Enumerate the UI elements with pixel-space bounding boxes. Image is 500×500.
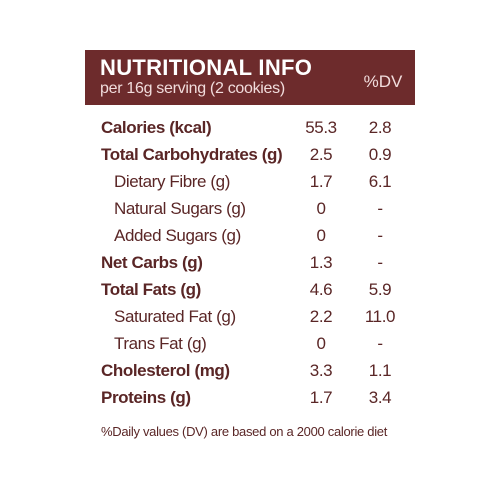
table-row: Proteins (g) 1.7 3.4 [0,384,500,411]
daily-value: 0.9 [368,145,392,164]
table-row: Total Fats (g) 4.6 5.9 [0,276,500,303]
table-row: Cholesterol (mg) 3.3 1.1 [0,357,500,384]
amount: 1.3 [309,253,333,272]
table-row: Saturated Fat (g) 2.2 11.0 [0,303,500,330]
amount: 1.7 [309,388,333,407]
title: NUTRITIONAL INFO [100,55,313,80]
nutrient-label: Dietary Fibre (g) [114,172,231,191]
daily-value: - [377,226,383,245]
subtitle: per 16g serving (2 cookies) [100,80,285,97]
nutrient-label: Total Carbohydrates (g) [101,145,283,164]
amount: 2.5 [309,145,333,164]
amount: 4.6 [309,280,333,299]
daily-value: 1.1 [368,361,392,380]
table-row: Calories (kcal) 55.3 2.8 [0,114,500,141]
table-row: Net Carbs (g) 1.3 - [0,249,500,276]
table-row: Trans Fat (g) 0 - [0,330,500,357]
nutrient-label: Total Fats (g) [101,280,201,299]
daily-value: - [377,199,383,218]
footnote: %Daily values (DV) are based on a 2000 c… [101,424,388,439]
amount: 3.3 [309,361,333,380]
nutrient-label: Net Carbs (g) [101,253,203,272]
amount: 0 [316,199,326,218]
nutrient-label: Cholesterol (mg) [101,361,230,380]
daily-value: 3.4 [368,388,392,407]
daily-value: 11.0 [364,307,396,326]
nutrient-label: Natural Sugars (g) [114,199,246,218]
amount: 1.7 [309,172,333,191]
daily-value: 6.1 [368,172,392,191]
table-row: Natural Sugars (g) 0 - [0,195,500,222]
daily-value: - [377,334,383,353]
nutrient-label: Proteins (g) [101,388,191,407]
daily-value: - [377,253,383,272]
nutrient-label: Trans Fat (g) [114,334,207,353]
nutrient-label: Saturated Fat (g) [114,307,236,326]
amount: 2.2 [309,307,333,326]
nutrient-label: Calories (kcal) [101,118,212,137]
daily-value: 5.9 [368,280,392,299]
amount: 0 [316,226,326,245]
table-row: Total Carbohydrates (g) 2.5 0.9 [0,141,500,168]
table-row: Dietary Fibre (g) 1.7 6.1 [0,168,500,195]
amount: 55.3 [305,118,337,137]
header: NUTRITIONAL INFO per 16g serving (2 cook… [85,50,415,105]
table-row: Added Sugars (g) 0 - [0,222,500,249]
dv-heading: %DV [363,72,403,91]
daily-value: 2.8 [368,118,392,137]
nutrient-label: Added Sugars (g) [114,226,241,245]
amount: 0 [316,334,326,353]
